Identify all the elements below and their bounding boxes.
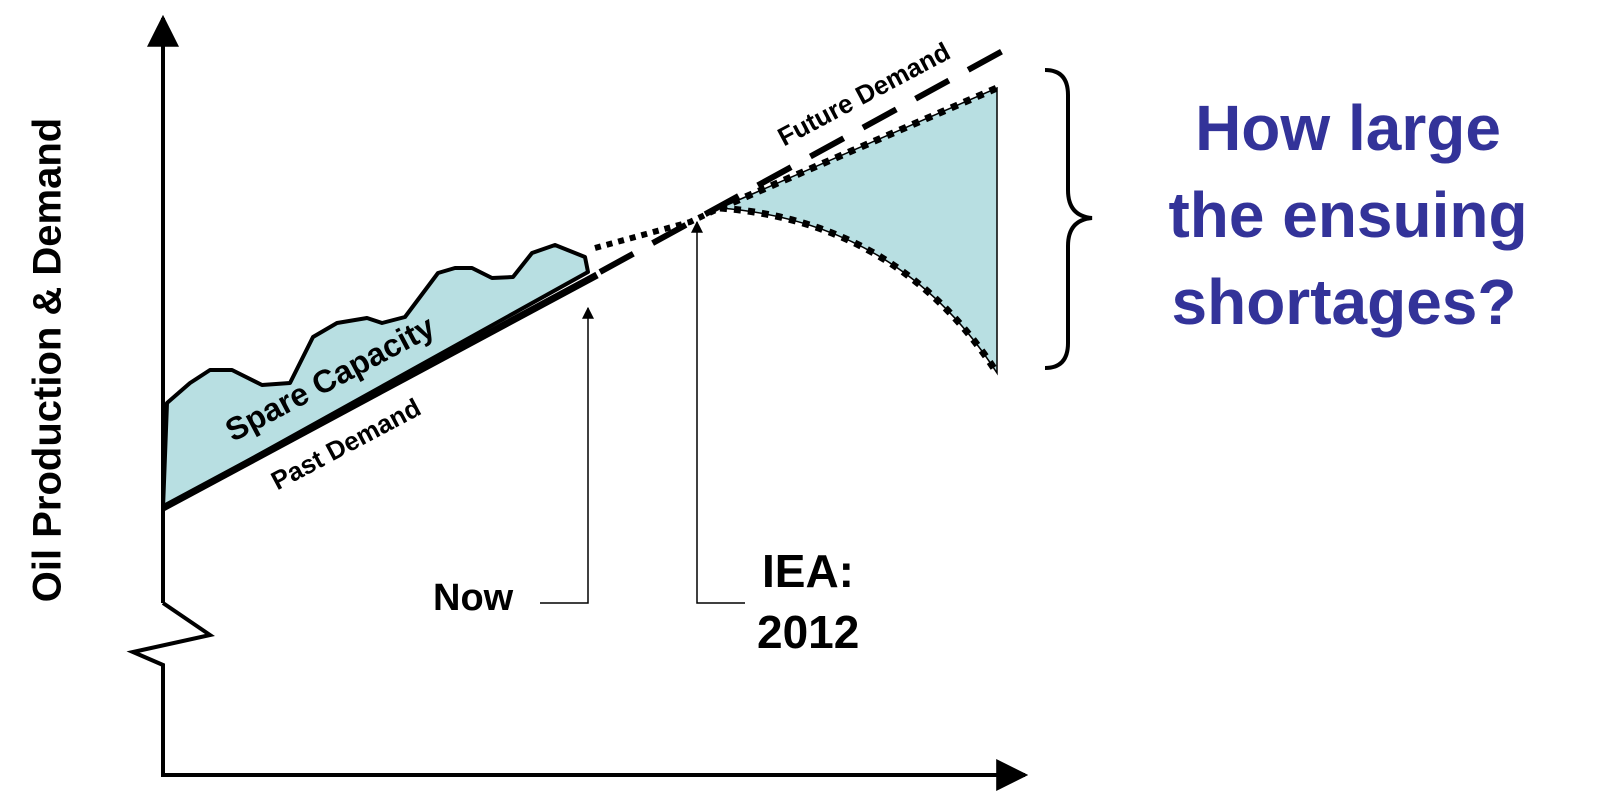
y-axis-label: Oil Production & Demand <box>26 118 70 602</box>
question-line: How large <box>1195 92 1501 164</box>
iea-label: IEA: <box>762 545 854 597</box>
production-dotted <box>594 205 722 251</box>
spare-capacity-area <box>161 243 590 510</box>
question-line: the ensuing <box>1168 179 1527 251</box>
shortage-area <box>719 86 998 376</box>
future-demand-line <box>598 45 1010 275</box>
brace <box>1044 68 1093 370</box>
question-line: shortages? <box>1172 266 1517 338</box>
iea-year: 2012 <box>757 606 859 658</box>
now-pointer <box>540 306 594 604</box>
x-axis <box>126 601 1020 777</box>
lower-dotted <box>719 204 1000 375</box>
past-demand-line <box>161 271 599 512</box>
iea-pointer <box>691 220 745 604</box>
now-label: Now <box>433 577 514 619</box>
